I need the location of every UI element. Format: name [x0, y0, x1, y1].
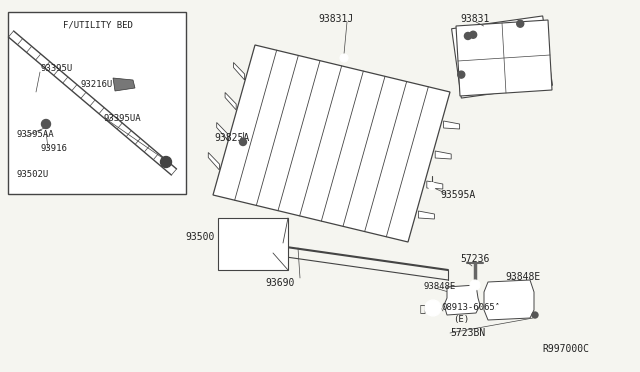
Polygon shape — [444, 285, 480, 315]
Bar — [8, 12, 186, 194]
Circle shape — [515, 288, 521, 294]
Polygon shape — [427, 181, 443, 189]
Circle shape — [239, 138, 246, 145]
Circle shape — [42, 119, 51, 128]
Circle shape — [465, 32, 472, 39]
Text: 93395UA: 93395UA — [103, 114, 141, 123]
Polygon shape — [213, 45, 450, 242]
Polygon shape — [456, 20, 552, 96]
Circle shape — [532, 312, 538, 318]
Circle shape — [425, 300, 441, 316]
Circle shape — [470, 31, 477, 38]
Text: N: N — [431, 304, 435, 312]
Polygon shape — [234, 62, 244, 80]
Circle shape — [495, 290, 501, 296]
Text: 93831J: 93831J — [318, 14, 353, 24]
Text: F/UTILITY BED: F/UTILITY BED — [63, 20, 133, 29]
Circle shape — [458, 71, 465, 78]
Text: 93500: 93500 — [185, 232, 214, 242]
Text: 08913-6065A: 08913-6065A — [441, 303, 500, 312]
Text: 5723BN: 5723BN — [450, 328, 485, 338]
Circle shape — [340, 54, 348, 62]
Polygon shape — [484, 280, 534, 320]
Text: 93216U: 93216U — [80, 80, 112, 89]
Text: (E): (E) — [453, 315, 469, 324]
Text: 93916: 93916 — [40, 144, 67, 153]
Circle shape — [429, 183, 435, 189]
Bar — [452, 16, 552, 98]
Text: 93831: 93831 — [460, 14, 490, 24]
Polygon shape — [419, 211, 435, 219]
Text: 93825A: 93825A — [214, 133, 249, 143]
Text: 93395U: 93395U — [40, 64, 72, 73]
Polygon shape — [444, 121, 460, 129]
Text: 57236: 57236 — [460, 254, 490, 264]
Text: 93595AA: 93595AA — [16, 130, 54, 139]
Polygon shape — [217, 122, 228, 140]
Text: 93502U: 93502U — [16, 170, 48, 179]
Polygon shape — [113, 78, 135, 91]
Text: 93848E: 93848E — [424, 282, 456, 291]
Circle shape — [516, 20, 524, 27]
Text: 93595A: 93595A — [440, 190, 476, 200]
Circle shape — [495, 305, 501, 311]
Text: R997000C: R997000C — [542, 344, 589, 354]
Circle shape — [470, 280, 480, 290]
Bar — [218, 218, 288, 270]
Text: Ⓝ: Ⓝ — [420, 303, 426, 313]
Polygon shape — [225, 93, 236, 110]
Circle shape — [161, 157, 172, 167]
Text: 93848E: 93848E — [505, 272, 540, 282]
Polygon shape — [208, 153, 220, 170]
Text: 93690: 93690 — [265, 278, 294, 288]
Polygon shape — [435, 151, 451, 159]
Circle shape — [515, 303, 521, 309]
